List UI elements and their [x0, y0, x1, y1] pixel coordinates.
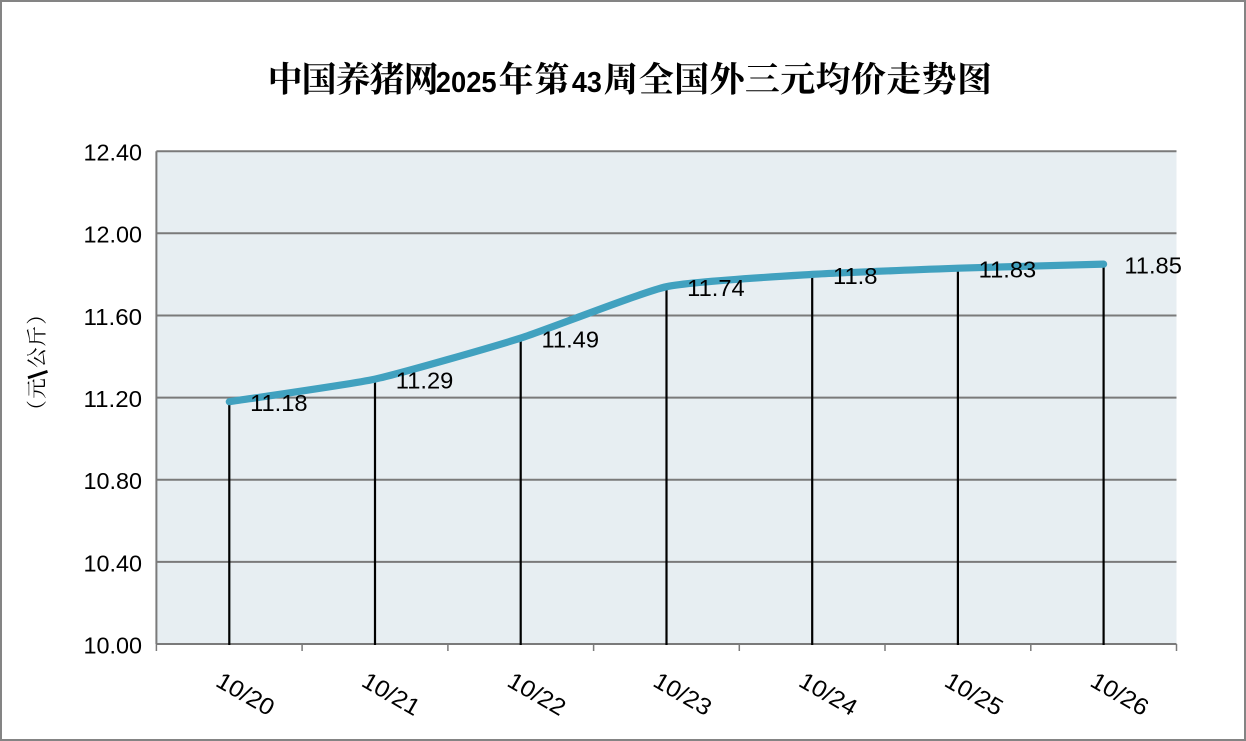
svg-text:10/25: 10/25	[941, 667, 1008, 721]
svg-text:11.60: 11.60	[84, 304, 143, 330]
svg-text:43: 43	[572, 67, 602, 99]
svg-text:10.40: 10.40	[84, 550, 143, 576]
svg-text:12.00: 12.00	[84, 222, 143, 248]
svg-text:11.83: 11.83	[979, 257, 1036, 283]
svg-text:2025: 2025	[436, 67, 497, 99]
svg-text:11.29: 11.29	[396, 368, 454, 394]
svg-text:11.18: 11.18	[250, 390, 308, 416]
svg-text:12.40: 12.40	[84, 140, 143, 166]
svg-text:11.8: 11.8	[833, 263, 878, 289]
svg-text:10.80: 10.80	[84, 468, 143, 494]
svg-text:10/24: 10/24	[795, 667, 862, 721]
svg-text:11.85: 11.85	[1124, 253, 1182, 279]
svg-text:10/21: 10/21	[358, 667, 425, 721]
svg-text:11.20: 11.20	[84, 386, 143, 412]
svg-text:10/20: 10/20	[212, 667, 279, 721]
svg-text:11.49: 11.49	[542, 327, 600, 353]
svg-text:10/23: 10/23	[649, 667, 716, 721]
svg-text:10.00: 10.00	[84, 632, 143, 658]
svg-text:10/26: 10/26	[1086, 667, 1153, 721]
svg-text:11.74: 11.74	[687, 275, 745, 301]
svg-text:10/22: 10/22	[503, 667, 570, 721]
